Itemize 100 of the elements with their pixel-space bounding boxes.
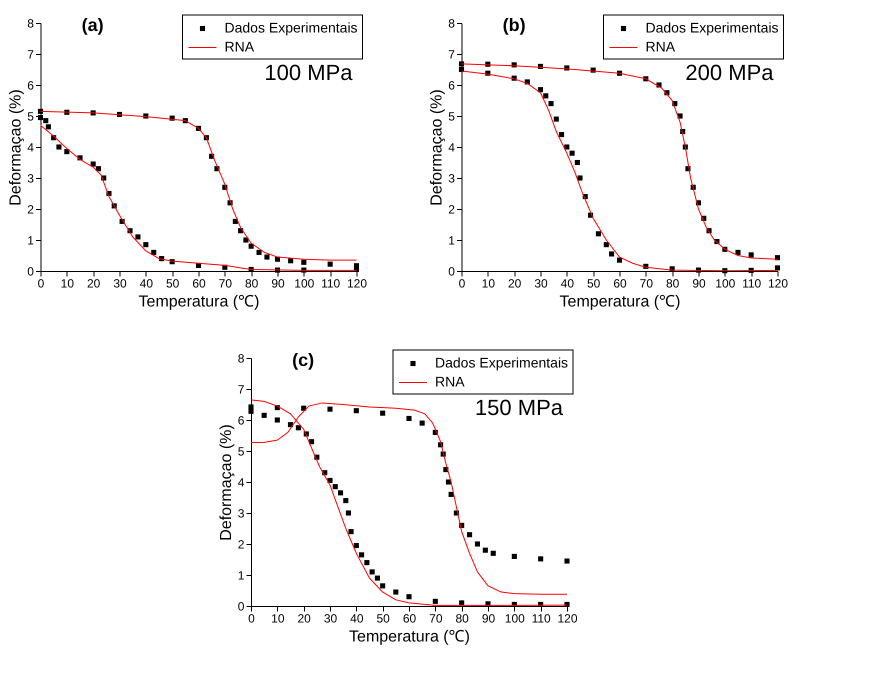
- point: [380, 583, 386, 588]
- x-axis-title: Temperatura (℃): [349, 628, 470, 646]
- x-tick-label: 80: [244, 276, 259, 290]
- x-tick-label: 10: [271, 612, 285, 626]
- x-tick-label: 30: [534, 276, 548, 290]
- x-tick-label: 110: [532, 612, 552, 626]
- x-tick-label: 100: [715, 276, 736, 290]
- annotation: 100 MPa: [264, 60, 354, 85]
- y-tick-label: 4: [27, 140, 34, 154]
- point: [570, 150, 575, 156]
- x-tick-label: 60: [192, 276, 206, 290]
- x-tick-label: 50: [166, 276, 180, 290]
- point: [406, 594, 412, 600]
- point: [262, 412, 267, 418]
- y-tick-label: 0: [448, 264, 456, 278]
- y-tick-label: 4: [238, 476, 245, 490]
- point: [774, 265, 780, 270]
- y-tick-label: 3: [448, 172, 456, 186]
- x-tick-label: 90: [482, 612, 496, 626]
- point: [548, 101, 554, 106]
- x-tick-label: 40: [350, 612, 364, 626]
- point: [96, 166, 101, 172]
- point: [248, 408, 254, 414]
- legend-label: Dados Experimentais: [434, 354, 568, 370]
- point: [420, 420, 425, 426]
- point: [56, 144, 62, 150]
- x-tick-label: 100: [294, 276, 315, 290]
- point: [554, 116, 559, 122]
- annotation: 200 MPa: [685, 60, 774, 85]
- point: [432, 598, 438, 604]
- point: [332, 484, 338, 490]
- legend-label: RNA: [645, 38, 676, 54]
- x-tick-label: 50: [376, 612, 390, 626]
- y-tick-label: 6: [238, 414, 245, 428]
- point: [348, 529, 354, 534]
- y-tick-label: 2: [27, 202, 34, 216]
- point: [596, 231, 601, 236]
- x-tick-label: 10: [482, 276, 496, 290]
- point: [543, 93, 548, 98]
- x-tick-label: 80: [666, 276, 680, 290]
- point: [346, 510, 351, 516]
- x-tick-label: 110: [742, 276, 762, 290]
- x-tick-label: 100: [504, 612, 526, 626]
- x-axis-title: Temperatura (℃): [138, 294, 260, 310]
- chart-title: (a): [82, 15, 104, 35]
- x-tick-label: 70: [218, 276, 232, 290]
- x-tick-label: 40: [140, 276, 154, 290]
- point: [538, 556, 544, 562]
- x-tick-label: 0: [38, 276, 45, 290]
- x-tick-label: 120: [557, 612, 578, 626]
- point: [512, 554, 517, 559]
- point: [151, 250, 156, 255]
- point: [135, 234, 140, 240]
- x-tick-label: 20: [86, 276, 101, 290]
- point: [564, 558, 570, 564]
- point: [609, 251, 614, 256]
- y-tick-label: 7: [448, 48, 456, 62]
- x-tick-label: 50: [586, 276, 601, 290]
- y-axis-title: Deformaçao (%): [428, 89, 446, 206]
- x-tick-label: 30: [324, 612, 338, 626]
- point: [735, 250, 741, 255]
- x-tick-label: 60: [402, 612, 416, 626]
- y-tick-label: 1: [27, 234, 34, 248]
- point: [380, 410, 386, 416]
- x-tick-label: 10: [60, 276, 74, 290]
- legend-label: Dados Experimentais: [224, 20, 358, 36]
- x-tick-label: 0: [248, 612, 256, 626]
- annotation: 150 MPa: [474, 395, 564, 420]
- y-axis-title: Deformaçao (%): [7, 89, 24, 206]
- x-tick-label: 110: [321, 276, 341, 290]
- y-tick-label: 0: [238, 600, 245, 614]
- point: [143, 242, 148, 248]
- legend-label: Dados Experimentais: [645, 20, 779, 36]
- x-tick-label: 20: [508, 276, 522, 290]
- point: [274, 417, 280, 423]
- x-tick-label: 70: [640, 276, 654, 290]
- point: [448, 492, 454, 497]
- legend-label: RNA: [434, 374, 466, 390]
- point: [338, 490, 344, 496]
- y-tick-label: 7: [238, 382, 245, 396]
- y-tick-label: 8: [27, 16, 34, 30]
- y-tick-label: 5: [27, 110, 34, 124]
- x-tick-label: 120: [346, 276, 368, 290]
- point: [354, 543, 359, 548]
- x-tick-label: 90: [692, 276, 706, 290]
- point: [616, 258, 622, 263]
- point: [393, 590, 398, 595]
- point: [264, 254, 270, 260]
- point: [482, 548, 488, 553]
- y-tick-label: 8: [448, 16, 456, 30]
- point: [474, 541, 480, 547]
- point: [574, 160, 580, 166]
- y-tick-label: 2: [448, 202, 456, 216]
- chart-title: (b): [502, 15, 526, 35]
- y-tick-label: 6: [448, 78, 456, 92]
- legend-label: RNA: [224, 38, 255, 54]
- x-tick-label: 0: [458, 276, 466, 290]
- point: [328, 262, 333, 267]
- y-tick-label: 7: [27, 48, 34, 62]
- point: [43, 118, 48, 124]
